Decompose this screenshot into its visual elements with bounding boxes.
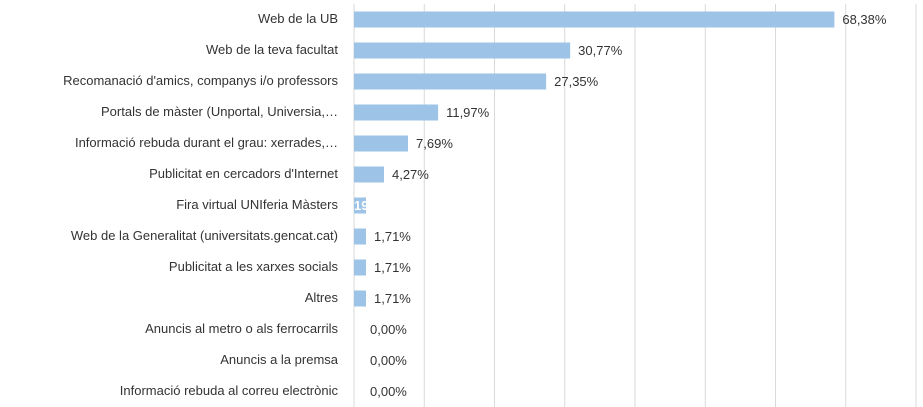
category-label: Publicitat en cercadors d'Internet [149,166,338,181]
value-label: 1,71% [374,260,411,275]
value-label: 0,00% [370,322,407,337]
bar [354,73,547,90]
value-label: 30,77% [578,43,623,58]
value-label: 27,35% [554,74,599,89]
value-label: 68,38% [842,12,887,27]
value-label: 7,69% [416,136,453,151]
category-label: Altres [305,290,339,305]
value-label: 11,97% [446,105,490,120]
bar [354,104,439,121]
value-label: 1,71% [374,229,411,244]
category-label: Fira virtual UNIferia Màsters [176,197,338,212]
category-label: Anuncis a la premsa [220,352,339,367]
bar [354,259,367,276]
category-label: Web de la UB [258,11,338,26]
category-label: Publicitat a les xarxes socials [169,259,339,274]
bar [354,42,571,59]
bar [354,197,367,214]
category-label: Informació rebuda durant el grau: xerrad… [75,135,338,150]
bar [354,290,367,307]
category-label: Recomanació d'amics, companys i/o profes… [63,73,338,88]
annotation: 19 [354,198,368,213]
value-label: 4,27% [392,167,429,182]
value-label: 0,00% [370,384,407,399]
value-label: 1,71% [374,291,411,306]
category-label: Web de la Generalitat (universitats.genc… [71,228,338,243]
bar [354,11,835,28]
bar [354,228,367,245]
category-label: Web de la teva facultat [206,42,338,57]
bar [354,166,384,183]
bar [354,135,409,152]
value-label: 0,00% [370,353,407,368]
category-label: Portals de màster (Unportal, Universia,… [101,104,338,119]
category-label: Anuncis al metro o als ferrocarrils [145,321,338,336]
category-label: Informació rebuda al correu electrònic [120,383,339,398]
